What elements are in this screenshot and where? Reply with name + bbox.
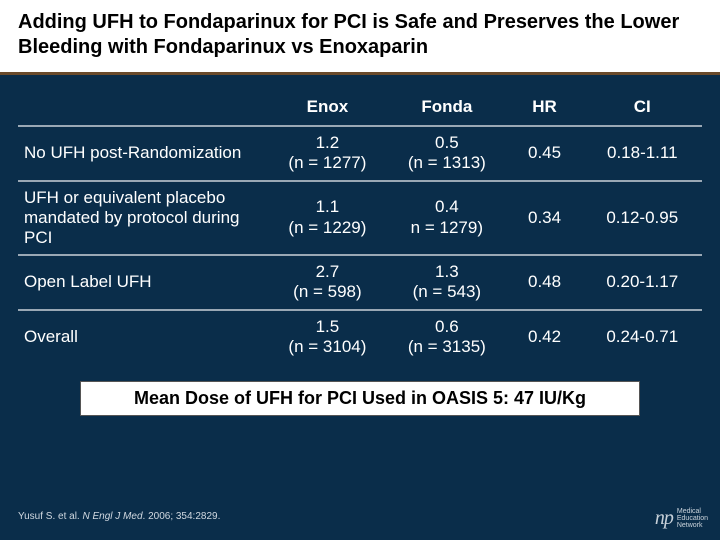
header-hr: HR: [507, 89, 583, 126]
row-label: No UFH post-Randomization: [18, 126, 268, 181]
cell-fonda: 0.6 (n = 3135): [387, 310, 506, 364]
value-n: (n = 1277): [274, 153, 381, 173]
header-fonda: Fonda: [387, 89, 506, 126]
citation-journal: N Engl J Med: [82, 511, 142, 522]
value-main: 2.7: [274, 262, 381, 282]
row-label: Overall: [18, 310, 268, 364]
cell-fonda: 1.3 (n = 543): [387, 255, 506, 310]
logo-mark: np: [655, 507, 673, 530]
logo-text: Medical Education Network: [677, 508, 708, 529]
citation-prefix: Yusuf S. et al.: [18, 511, 82, 522]
table-row: Overall 1.5 (n = 3104) 0.6 (n = 3135) 0.…: [18, 310, 702, 364]
logo-line3: Network: [677, 522, 703, 529]
cell-fonda: 0.5 (n = 1313): [387, 126, 506, 181]
table-row: No UFH post-Randomization 1.2 (n = 1277)…: [18, 126, 702, 181]
title-area: Adding UFH to Fondaparinux for PCI is Sa…: [0, 0, 720, 75]
value-main: 0.4: [393, 197, 500, 217]
value-n: n = 1279): [393, 218, 500, 238]
cell-hr: 0.48: [507, 255, 583, 310]
table-row: UFH or equivalent placebo mandated by pr…: [18, 181, 702, 255]
cell-ci: 0.24-0.71: [583, 310, 702, 364]
cell-enox: 1.2 (n = 1277): [268, 126, 387, 181]
cell-hr: 0.42: [507, 310, 583, 364]
header-ci: CI: [583, 89, 702, 126]
cell-enox: 2.7 (n = 598): [268, 255, 387, 310]
cell-enox: 1.5 (n = 3104): [268, 310, 387, 364]
value-main: 1.1: [274, 197, 381, 217]
logo-line2: Education: [677, 515, 708, 522]
value-main: 1.5: [274, 317, 381, 337]
value-n: (n = 598): [274, 282, 381, 302]
value-n: (n = 1229): [274, 218, 381, 238]
logo: np Medical Education Network: [655, 507, 708, 530]
header-rowlabel: [18, 89, 268, 126]
page-title: Adding UFH to Fondaparinux for PCI is Sa…: [18, 10, 702, 60]
callout-box: Mean Dose of UFH for PCI Used in OASIS 5…: [80, 381, 640, 416]
value-n: (n = 543): [393, 282, 500, 302]
citation-suffix: . 2006; 354:2829.: [143, 511, 221, 522]
cell-hr: 0.45: [507, 126, 583, 181]
table-row: Open Label UFH 2.7 (n = 598) 1.3 (n = 54…: [18, 255, 702, 310]
cell-hr: 0.34: [507, 181, 583, 255]
data-table: Enox Fonda HR CI No UFH post-Randomizati…: [18, 89, 702, 363]
cell-ci: 0.12-0.95: [583, 181, 702, 255]
value-main: 0.5: [393, 133, 500, 153]
value-main: 0.6: [393, 317, 500, 337]
header-enox: Enox: [268, 89, 387, 126]
value-n: (n = 3135): [393, 337, 500, 357]
cell-ci: 0.18-1.11: [583, 126, 702, 181]
cell-ci: 0.20-1.17: [583, 255, 702, 310]
cell-fonda: 0.4 n = 1279): [387, 181, 506, 255]
cell-enox: 1.1 (n = 1229): [268, 181, 387, 255]
value-main: 1.3: [393, 262, 500, 282]
value-n: (n = 3104): [274, 337, 381, 357]
table-container: Enox Fonda HR CI No UFH post-Randomizati…: [0, 75, 720, 416]
header-row: Enox Fonda HR CI: [18, 89, 702, 126]
logo-line1: Medical: [677, 508, 701, 515]
row-label: UFH or equivalent placebo mandated by pr…: [18, 181, 268, 255]
row-label: Open Label UFH: [18, 255, 268, 310]
value-n: (n = 1313): [393, 153, 500, 173]
citation: Yusuf S. et al. N Engl J Med. 2006; 354:…: [18, 511, 220, 522]
value-main: 1.2: [274, 133, 381, 153]
